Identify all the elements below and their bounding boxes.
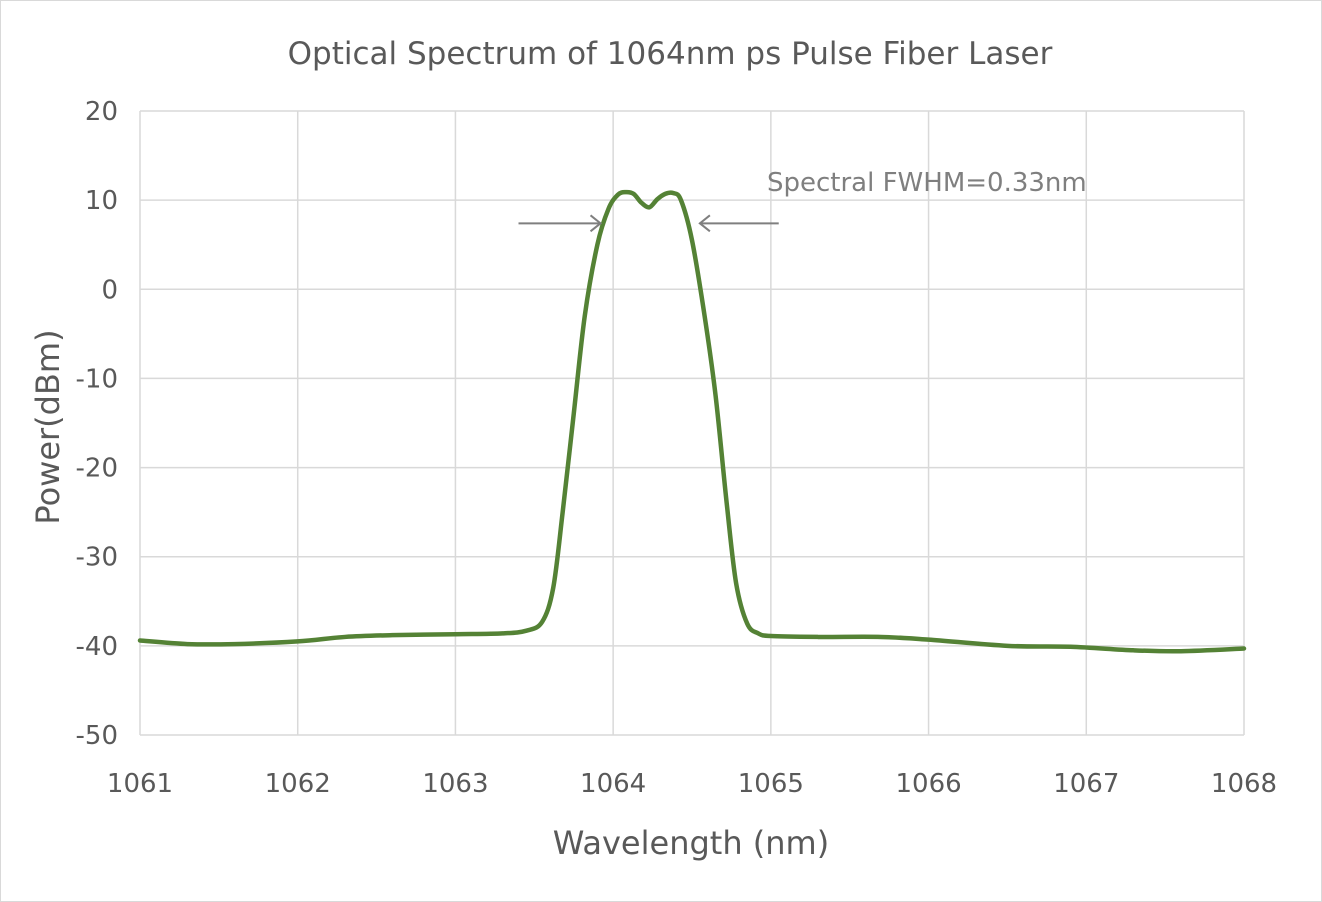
y-tick-labels: 20 10 0 -10 -20 -30 -40 -50 <box>76 97 118 751</box>
y-tick-label: 10 <box>85 186 118 216</box>
y-axis-label: Power(dBm) <box>29 329 67 524</box>
x-tick-label: 1065 <box>738 769 804 799</box>
fwhm-annotation-text: Spectral FWHM=0.33nm <box>767 168 1087 198</box>
x-tick-label: 1063 <box>422 769 488 799</box>
y-tick-label: -30 <box>76 543 118 573</box>
x-tick-labels: 1061 1062 1063 1064 1065 1066 1067 1068 <box>107 769 1277 799</box>
y-tick-label: 20 <box>85 97 118 127</box>
gridlines <box>139 110 1245 736</box>
x-tick-label: 1068 <box>1211 769 1277 799</box>
series-line <box>137 189 1247 654</box>
x-tick-label: 1061 <box>107 769 173 799</box>
fwhm-arrow-right-head <box>698 214 711 233</box>
chart-title: Optical Spectrum of 1064nm ps Pulse Fibe… <box>288 36 1053 72</box>
y-tick-label: -40 <box>76 632 118 662</box>
y-tick-label: -50 <box>76 721 118 751</box>
y-tick-label: -20 <box>76 454 118 484</box>
fwhm-annotation: Spectral FWHM=0.33nm <box>518 168 1087 233</box>
y-tick-label: -10 <box>76 364 118 394</box>
x-tick-label: 1067 <box>1053 769 1119 799</box>
x-tick-label: 1064 <box>580 769 646 799</box>
fwhm-arrow-left-head <box>589 214 603 233</box>
y-tick-label: 0 <box>101 275 118 305</box>
x-tick-label: 1062 <box>265 769 331 799</box>
x-tick-label: 1066 <box>895 769 961 799</box>
x-axis-label: Wavelength (nm) <box>553 824 829 862</box>
